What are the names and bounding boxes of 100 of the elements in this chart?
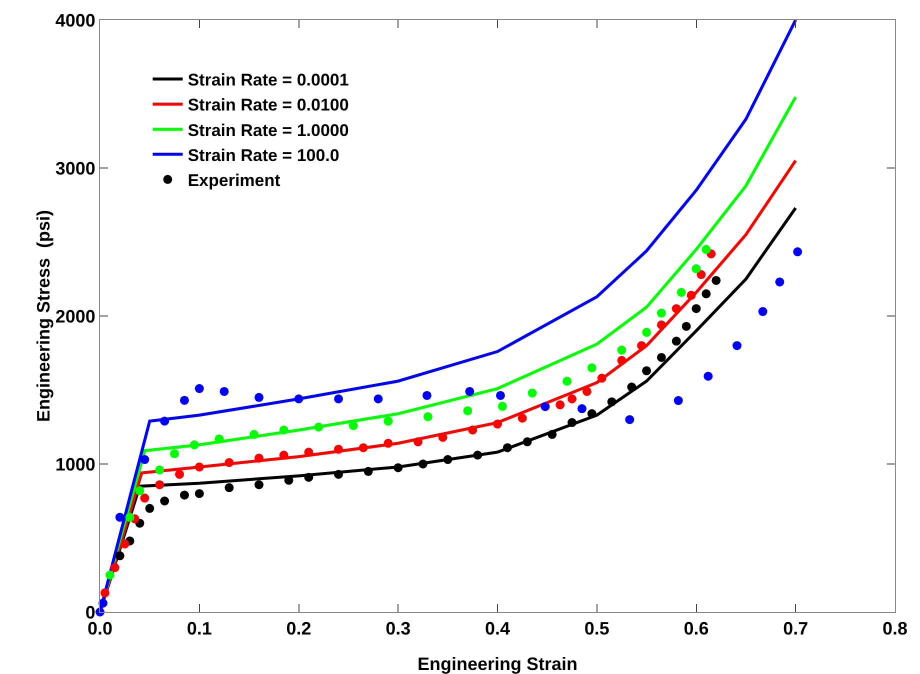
point bbox=[587, 409, 596, 418]
point bbox=[175, 470, 184, 479]
point bbox=[676, 288, 686, 297]
point bbox=[180, 396, 189, 405]
point bbox=[214, 434, 224, 444]
point bbox=[304, 472, 314, 482]
point bbox=[672, 336, 681, 346]
point bbox=[597, 374, 606, 383]
legend-label: Strain Rate = 0.0001 bbox=[188, 70, 349, 90]
x-tick-label: 0.6 bbox=[684, 618, 709, 639]
point bbox=[758, 307, 768, 316]
point bbox=[672, 304, 681, 314]
point bbox=[414, 437, 422, 446]
point bbox=[637, 341, 646, 350]
x-axis-title: Engineering Strain bbox=[417, 654, 578, 674]
point bbox=[540, 402, 550, 412]
point bbox=[384, 416, 393, 426]
x-tick-label: 0.4 bbox=[484, 618, 510, 639]
point bbox=[463, 406, 472, 416]
point bbox=[498, 402, 507, 411]
point bbox=[125, 512, 134, 522]
point bbox=[334, 444, 343, 454]
point bbox=[220, 386, 229, 396]
point bbox=[686, 290, 696, 300]
point bbox=[617, 346, 626, 355]
x-tick-label: 0.3 bbox=[386, 618, 411, 639]
point bbox=[548, 430, 557, 439]
point bbox=[502, 443, 512, 452]
point bbox=[384, 438, 393, 448]
x-tick-label: 0.5 bbox=[584, 618, 610, 639]
point bbox=[194, 489, 204, 498]
legend-label: Strain Rate = 1.0000 bbox=[188, 120, 349, 140]
x-tick-label: 0.7 bbox=[783, 618, 808, 639]
point bbox=[115, 551, 124, 560]
point bbox=[348, 421, 358, 430]
point bbox=[496, 390, 505, 400]
point bbox=[704, 372, 713, 381]
point bbox=[656, 352, 666, 362]
point bbox=[732, 341, 742, 350]
y-tick-label: 1000 bbox=[55, 454, 96, 474]
point bbox=[418, 460, 428, 468]
point bbox=[568, 394, 577, 404]
point bbox=[155, 465, 164, 474]
point bbox=[682, 322, 691, 331]
point bbox=[465, 386, 474, 396]
point bbox=[528, 388, 537, 398]
point bbox=[110, 563, 120, 572]
point bbox=[422, 390, 432, 400]
point bbox=[443, 455, 452, 464]
point bbox=[160, 496, 170, 506]
point bbox=[702, 289, 711, 298]
point bbox=[254, 392, 264, 402]
point bbox=[568, 418, 577, 428]
point bbox=[194, 384, 204, 394]
point bbox=[582, 386, 592, 396]
point bbox=[473, 450, 482, 460]
point bbox=[279, 425, 288, 434]
point bbox=[135, 486, 144, 496]
point bbox=[194, 462, 204, 472]
point bbox=[304, 448, 314, 457]
point bbox=[674, 396, 683, 406]
y-tick-label: 2000 bbox=[55, 306, 96, 326]
point bbox=[493, 420, 502, 429]
point bbox=[423, 412, 432, 422]
point bbox=[712, 276, 721, 285]
point bbox=[562, 376, 572, 386]
point bbox=[100, 588, 110, 598]
point bbox=[155, 480, 164, 490]
point bbox=[577, 404, 586, 414]
point bbox=[374, 394, 383, 404]
point bbox=[522, 437, 532, 446]
point bbox=[793, 247, 802, 256]
point bbox=[656, 320, 666, 330]
legend-label: Strain Rate = 0.0100 bbox=[188, 96, 349, 115]
point bbox=[556, 400, 565, 410]
point bbox=[334, 470, 343, 479]
point bbox=[190, 440, 199, 450]
point bbox=[518, 414, 527, 423]
x-tick-label: 0.2 bbox=[286, 618, 312, 639]
point bbox=[180, 490, 189, 500]
point bbox=[642, 328, 652, 337]
point bbox=[334, 394, 343, 404]
point bbox=[617, 356, 626, 365]
point bbox=[625, 415, 634, 424]
point bbox=[587, 363, 596, 372]
point bbox=[145, 504, 154, 513]
point bbox=[364, 466, 373, 476]
point bbox=[642, 366, 652, 376]
point bbox=[140, 494, 150, 503]
point bbox=[120, 539, 130, 548]
point bbox=[692, 264, 701, 274]
point bbox=[358, 443, 368, 452]
point bbox=[224, 483, 234, 492]
legend-label: Experiment bbox=[188, 171, 281, 190]
legend-label: Strain Rate = 100.0 bbox=[188, 146, 340, 165]
point bbox=[105, 570, 114, 580]
point bbox=[254, 454, 264, 463]
point bbox=[607, 397, 616, 406]
point bbox=[656, 308, 666, 318]
point bbox=[170, 449, 180, 458]
